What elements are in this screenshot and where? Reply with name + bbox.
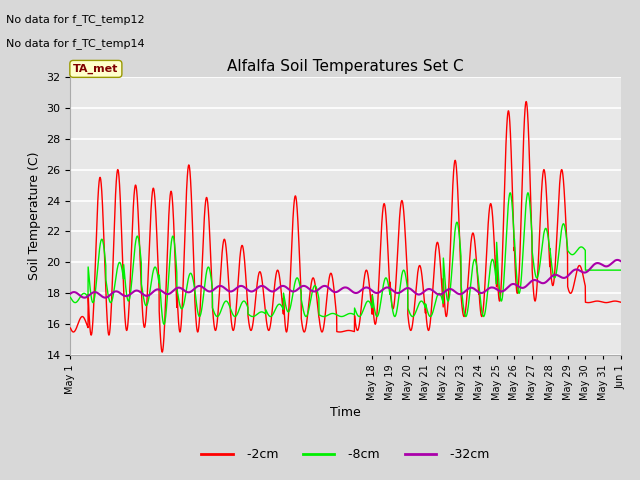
Text: No data for f_TC_temp14: No data for f_TC_temp14: [6, 38, 145, 49]
X-axis label: Time: Time: [330, 406, 361, 419]
Title: Alfalfa Soil Temperatures Set C: Alfalfa Soil Temperatures Set C: [227, 59, 464, 74]
Legend:  -2cm,  -8cm,  -32cm: -2cm, -8cm, -32cm: [196, 443, 495, 466]
Text: No data for f_TC_temp12: No data for f_TC_temp12: [6, 14, 145, 25]
Y-axis label: Soil Temperature (C): Soil Temperature (C): [28, 152, 41, 280]
Text: TA_met: TA_met: [73, 64, 118, 74]
